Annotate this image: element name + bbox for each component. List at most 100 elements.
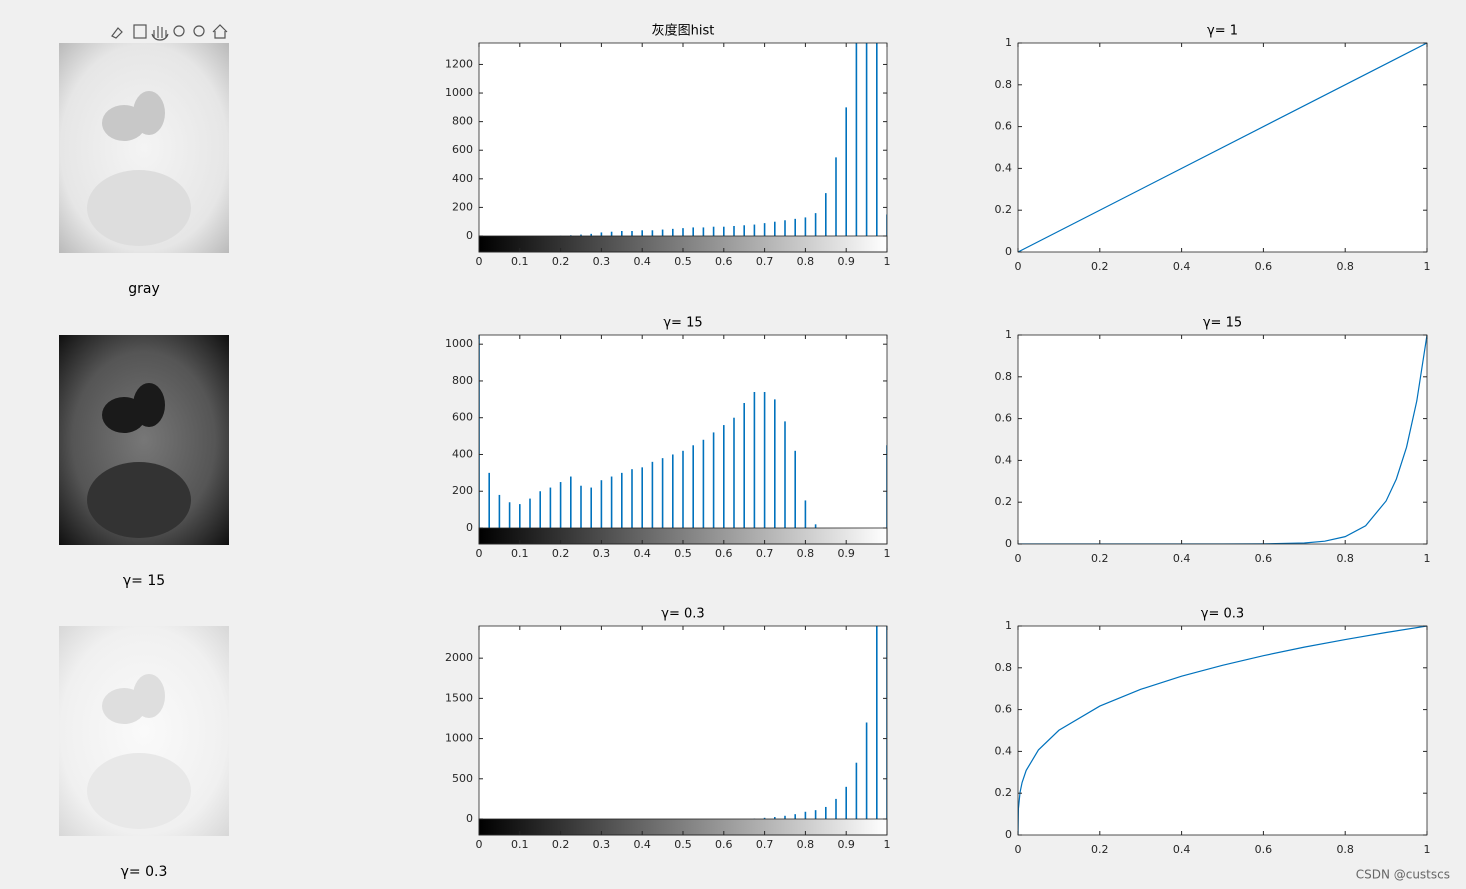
x-tick-label: 0.5 bbox=[674, 838, 692, 851]
line bbox=[1018, 626, 1427, 835]
x-tick-label: 0.4 bbox=[1173, 260, 1191, 273]
y-tick-label: 0.4 bbox=[995, 744, 1013, 757]
x-tick-label: 0.6 bbox=[715, 255, 733, 268]
x-tick-label: 0.4 bbox=[1173, 843, 1191, 856]
y-tick-label: 0.8 bbox=[995, 661, 1013, 674]
image-label: γ= 0.3 bbox=[121, 864, 168, 880]
x-tick-label: 0 bbox=[1015, 260, 1022, 273]
x-tick-label: 0.6 bbox=[1255, 552, 1273, 565]
x-tick-label: 1 bbox=[884, 838, 891, 851]
x-tick-label: 0.4 bbox=[1173, 552, 1191, 565]
x-tick-label: 0.8 bbox=[1336, 843, 1354, 856]
y-tick-label: 2000 bbox=[445, 651, 473, 664]
y-tick-label: 800 bbox=[452, 115, 473, 128]
plot-area bbox=[1018, 626, 1427, 835]
y-tick-label: 0.4 bbox=[995, 161, 1013, 174]
toolbar-zoom-out[interactable] bbox=[193, 25, 205, 37]
y-tick-label: 0.6 bbox=[995, 412, 1013, 425]
plot-marks bbox=[479, 335, 887, 528]
x-tick-label: 0.1 bbox=[511, 547, 529, 560]
x-tick-label: 1 bbox=[1424, 552, 1431, 565]
y-tick-label: 1 bbox=[1005, 328, 1012, 341]
y-tick-label: 0.4 bbox=[995, 453, 1013, 466]
image-organ bbox=[87, 170, 191, 246]
image-organ bbox=[133, 674, 165, 718]
toolbar-home[interactable] bbox=[212, 24, 228, 39]
x-tick-label: 0.7 bbox=[756, 547, 774, 560]
y-tick-label: 200 bbox=[452, 200, 473, 213]
x-tick-label: 0 bbox=[1015, 843, 1022, 856]
y-tick-label: 400 bbox=[452, 447, 473, 460]
chart-title: γ= 0.3 bbox=[1201, 607, 1244, 622]
y-tick-label: 1500 bbox=[445, 691, 473, 704]
image-organ bbox=[133, 91, 165, 135]
x-tick-label: 0 bbox=[476, 838, 483, 851]
x-tick-label: 0.8 bbox=[1336, 552, 1354, 565]
y-tick-label: 200 bbox=[452, 484, 473, 497]
image-label: γ= 15 bbox=[123, 573, 165, 589]
x-tick-label: 0.6 bbox=[715, 838, 733, 851]
x-tick-label: 0.2 bbox=[1091, 260, 1109, 273]
y-tick-label: 0 bbox=[466, 229, 473, 242]
y-tick-label: 500 bbox=[452, 772, 473, 785]
x-tick-label: 0 bbox=[476, 255, 483, 268]
y-tick-label: 0.6 bbox=[995, 703, 1013, 716]
x-tick-label: 0.4 bbox=[633, 547, 651, 560]
x-tick-label: 1 bbox=[884, 255, 891, 268]
toolbar-datatip[interactable] bbox=[133, 24, 147, 39]
x-tick-label: 0.3 bbox=[593, 838, 611, 851]
y-tick-label: 0 bbox=[1005, 245, 1012, 258]
y-tick-label: 1000 bbox=[445, 337, 473, 350]
chart-title: γ= 15 bbox=[1203, 316, 1242, 331]
y-tick-label: 0 bbox=[466, 521, 473, 534]
x-tick-label: 0.9 bbox=[837, 547, 855, 560]
x-tick-label: 0.8 bbox=[797, 547, 815, 560]
x-tick-label: 0.3 bbox=[593, 547, 611, 560]
x-tick-label: 0 bbox=[1015, 552, 1022, 565]
x-tick-label: 1 bbox=[1424, 260, 1431, 273]
x-tick-label: 0.6 bbox=[1255, 843, 1273, 856]
toolbar-pan[interactable] bbox=[151, 26, 169, 41]
x-tick-label: 0.7 bbox=[756, 255, 774, 268]
x-tick-label: 0.1 bbox=[511, 255, 529, 268]
y-tick-label: 0.2 bbox=[995, 495, 1013, 508]
x-tick-label: 0.1 bbox=[511, 838, 529, 851]
image-organ bbox=[133, 383, 165, 427]
x-tick-label: 0.9 bbox=[837, 838, 855, 851]
y-tick-label: 0.8 bbox=[995, 78, 1013, 91]
chart-title: γ= 1 bbox=[1207, 24, 1238, 39]
axes-box bbox=[1017, 625, 1428, 836]
plot-marks bbox=[1018, 43, 1427, 252]
y-tick-label: 400 bbox=[452, 172, 473, 185]
line bbox=[1018, 43, 1427, 252]
image-organ bbox=[87, 462, 191, 538]
x-tick-label: 0.3 bbox=[593, 255, 611, 268]
y-tick-label: 0 bbox=[1005, 537, 1012, 550]
x-tick-label: 0.5 bbox=[674, 255, 692, 268]
chart-title: γ= 0.3 bbox=[661, 607, 704, 622]
y-tick-label: 0 bbox=[1005, 828, 1012, 841]
plot-area bbox=[479, 43, 887, 236]
watermark: CSDN @custscs bbox=[1356, 868, 1450, 882]
x-tick-label: 0.8 bbox=[797, 255, 815, 268]
chart-title: γ= 15 bbox=[663, 316, 702, 331]
x-tick-label: 0.7 bbox=[756, 838, 774, 851]
image-organ bbox=[87, 753, 191, 829]
y-tick-label: 0.2 bbox=[995, 786, 1013, 799]
y-tick-label: 1 bbox=[1005, 619, 1012, 632]
x-tick-label: 0.8 bbox=[1336, 260, 1354, 273]
x-tick-label: 0.6 bbox=[1255, 260, 1273, 273]
toolbar[interactable] bbox=[111, 24, 228, 41]
y-tick-label: 1000 bbox=[445, 86, 473, 99]
y-tick-label: 1200 bbox=[445, 57, 473, 70]
image-label: gray bbox=[128, 281, 160, 297]
x-tick-label: 1 bbox=[1424, 843, 1431, 856]
x-tick-label: 0.4 bbox=[633, 255, 651, 268]
x-tick-label: 0 bbox=[476, 547, 483, 560]
y-tick-label: 0 bbox=[466, 812, 473, 825]
toolbar-zoom-in[interactable] bbox=[173, 25, 185, 37]
y-tick-label: 0.2 bbox=[995, 203, 1013, 216]
x-tick-label: 0.2 bbox=[552, 838, 570, 851]
toolbar-brush[interactable] bbox=[111, 27, 123, 39]
y-tick-label: 0.8 bbox=[995, 370, 1013, 383]
